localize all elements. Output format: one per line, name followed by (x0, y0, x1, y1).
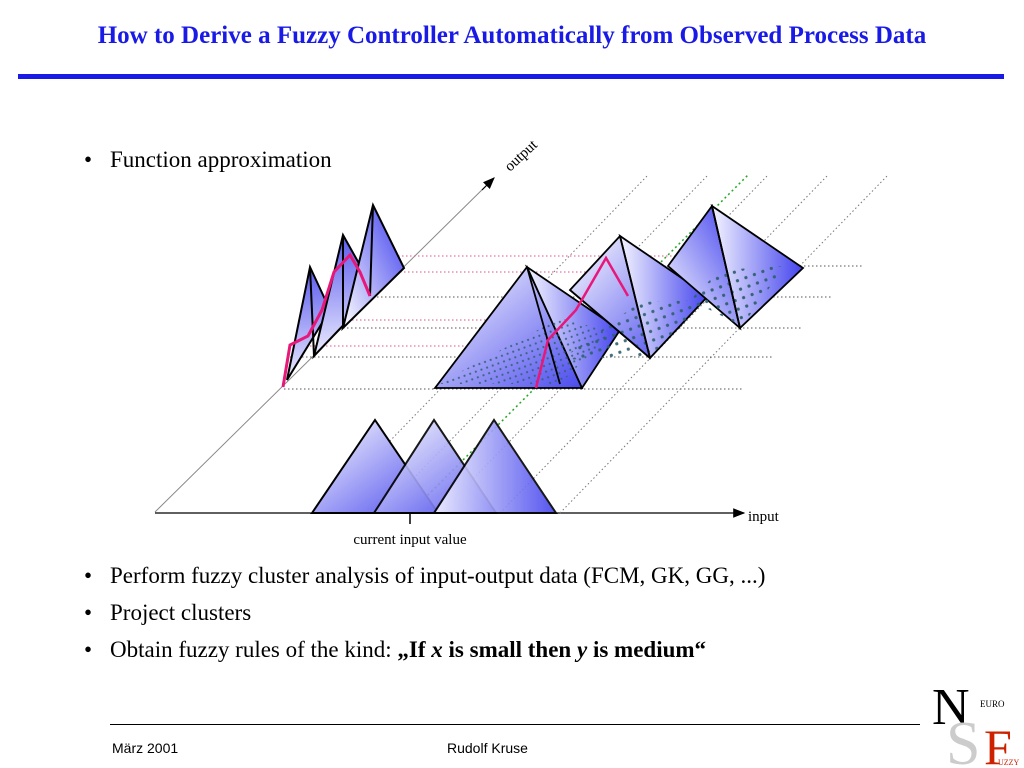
bullet-text: Perform fuzzy cluster analysis of input-… (110, 563, 766, 588)
bullet-text: Project clusters (110, 600, 252, 625)
cluster-pyramids (433, 203, 805, 390)
output-curve (281, 252, 372, 388)
title-underline (18, 74, 1004, 79)
rule-variable-x: x (431, 637, 443, 662)
output-axis-arrow (481, 177, 495, 191)
bullet-fuzzy-rules: • Obtain fuzzy rules of the kind: „If x i… (84, 637, 706, 663)
logo-letter-f: F (984, 719, 1012, 768)
logo-letter-n: N (932, 679, 970, 736)
rule-end: is medium“ (587, 637, 707, 662)
logo-letter-s: S (946, 710, 980, 768)
bullet-text: Function approximation (110, 147, 332, 172)
rule-mid: is small then (442, 637, 577, 662)
footer-date: März 2001 (112, 740, 179, 756)
input-axis-label: input (748, 509, 780, 525)
rule-open: „If (397, 637, 432, 662)
bullet-text: Obtain fuzzy rules of the kind: (110, 637, 398, 662)
bullet-cluster-analysis: • Perform fuzzy cluster analysis of input… (84, 563, 765, 589)
current-input-label: current input value (353, 532, 467, 548)
cluster-intersection-curve (534, 255, 630, 389)
bullet-project-clusters: • Project clusters (84, 600, 251, 626)
bullet-marker: • (84, 600, 93, 625)
footer-divider (110, 724, 920, 725)
slide-title: How to Derive a Fuzzy Controller Automat… (97, 22, 927, 49)
logo-uzzy: UZZY (998, 758, 1020, 767)
output-axis-label: output (502, 137, 542, 175)
neuro-fuzzy-logo: N S F EURO UZZY (932, 679, 1020, 768)
output-membership-functions (281, 202, 406, 388)
bullet-marker: • (84, 563, 93, 588)
bullet-function-approximation: • Function approximation (84, 147, 332, 173)
bullet-marker: • (84, 147, 93, 172)
input-membership-functions (310, 418, 558, 514)
bullet-marker: • (84, 637, 93, 662)
logo-euro: EURO (980, 699, 1005, 709)
footer-author: Rudolf Kruse (447, 740, 528, 756)
rule-variable-y: y (576, 637, 588, 662)
